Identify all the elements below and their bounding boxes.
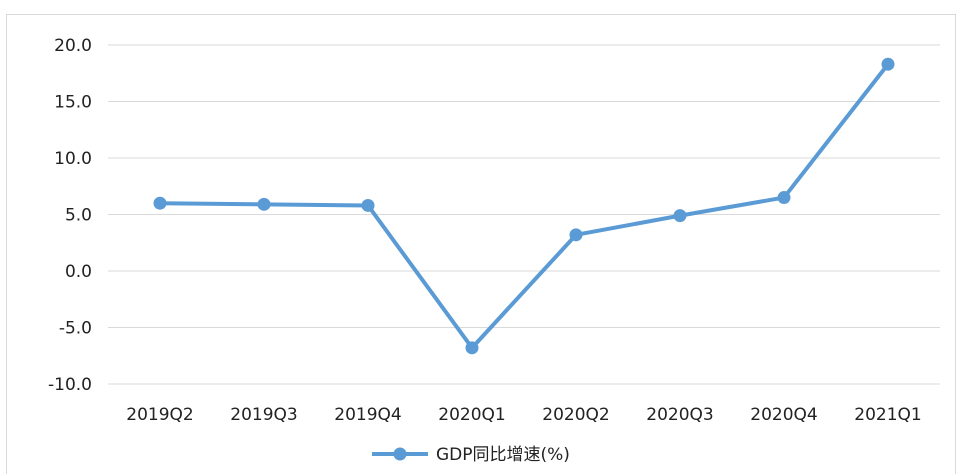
series-line	[158, 62, 890, 350]
data-point-2019q2	[153, 196, 167, 210]
series-gdp	[153, 57, 895, 355]
y-tick-label: 15.0	[54, 93, 92, 113]
y-tick-label: -10.0	[48, 375, 92, 395]
gridlines	[108, 44, 940, 385]
x-tick-label: 2019Q3	[230, 405, 297, 425]
y-tick-label: 20.0	[54, 36, 92, 56]
x-axis-ticks: 2019Q2 2019Q3 2019Q4 2020Q1 2020Q2 2020Q3 2020…	[126, 405, 921, 425]
data-point-2019q3	[257, 197, 271, 211]
data-point-2020q4	[777, 191, 791, 205]
data-point-2021q1	[881, 57, 895, 71]
data-point-2020q1	[465, 341, 479, 355]
legend-label: GDP同比增速(%)	[436, 445, 570, 465]
x-tick-label: 2020Q4	[750, 405, 817, 425]
x-tick-label: 2020Q2	[542, 405, 609, 425]
y-tick-label: 5.0	[65, 206, 92, 226]
x-tick-label: 2019Q4	[334, 405, 401, 425]
x-tick-label: 2019Q2	[126, 405, 193, 425]
data-point-2020q3	[673, 209, 687, 223]
x-tick-label: 2021Q1	[854, 405, 921, 425]
x-tick-label: 2020Q3	[646, 405, 713, 425]
legend-swatch-marker	[393, 447, 407, 461]
chart-frame	[6, 14, 956, 474]
y-axis-ticks: 20.0 15.0 10.0 5.0 0.0 -5.0 -10.0	[48, 36, 92, 395]
data-point-2019q4	[361, 198, 375, 212]
y-tick-label: 10.0	[54, 149, 92, 169]
y-tick-label: 0.0	[65, 262, 92, 282]
legend: GDP同比增速(%)	[372, 445, 570, 465]
x-tick-label: 2020Q1	[438, 405, 505, 425]
y-tick-label: -5.0	[59, 319, 92, 339]
data-point-2020q2	[569, 228, 583, 242]
